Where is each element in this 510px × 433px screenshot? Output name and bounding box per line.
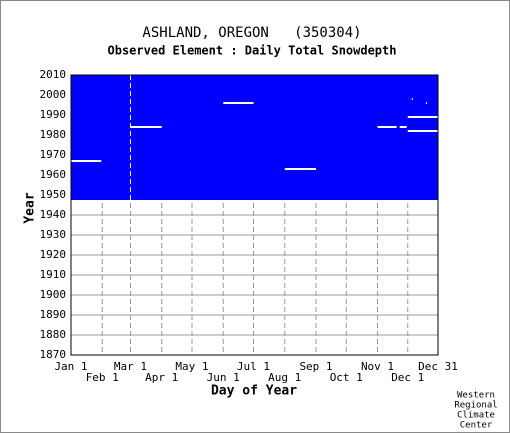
data-gap [425, 102, 427, 104]
y-tick-label: 1940 [40, 208, 67, 221]
y-tick-label: 1910 [40, 268, 67, 281]
data-gap [130, 126, 162, 128]
y-tick-label: 1870 [40, 348, 67, 361]
y-tick-label: 1980 [40, 128, 67, 141]
x-tick-label: Nov 1 [361, 360, 394, 373]
footer-line: Western [457, 391, 495, 401]
data-gap [407, 116, 438, 118]
x-tick-label: Jul 1 [237, 360, 270, 373]
y-tick-label: 1950 [40, 188, 67, 201]
plot-frame [70, 74, 439, 356]
data-gap [407, 130, 438, 132]
x-tick-label: Aug 1 [268, 371, 301, 384]
y-tick-label: 1880 [40, 328, 67, 341]
y-tick-label: 1960 [40, 168, 67, 181]
y-tick-label: 2010 [40, 68, 67, 81]
y-axis-label: Year [23, 192, 38, 223]
y-tick-label: 1990 [40, 108, 67, 121]
data-gap [377, 126, 397, 128]
x-tick-label: Dec 31 [418, 360, 458, 373]
footer-line: Center [460, 421, 493, 431]
chart-subtitle: Observed Element : Daily Total Snowdepth [108, 44, 397, 58]
data-gap [284, 168, 317, 170]
y-tick-label: 1890 [40, 308, 67, 321]
data-gap [223, 102, 254, 104]
x-tick-label: Dec 1 [391, 371, 424, 384]
footer-line: Regional [454, 401, 497, 411]
data-coverage [71, 75, 438, 200]
x-axis-label: Day of Year [211, 384, 297, 399]
x-tick-label: May 1 [175, 360, 208, 373]
x-tick-label: Mar 1 [114, 360, 147, 373]
y-tick-label: 1930 [40, 228, 67, 241]
x-tick-label: Sep 1 [299, 360, 332, 373]
x-tick-label: Apr 1 [145, 371, 178, 384]
y-tick-label: 1920 [40, 248, 67, 261]
y-tick-label: 2000 [40, 88, 67, 101]
x-tick-label: Oct 1 [330, 371, 363, 384]
data-gap [411, 98, 413, 100]
footer-line: Climate [457, 411, 495, 421]
data-gap [399, 126, 407, 128]
x-tick-label: Jun 1 [207, 371, 240, 384]
chart-title: ASHLAND, OREGON (350304) [142, 25, 361, 41]
y-tick-label: 1900 [40, 288, 67, 301]
x-tick-label: Feb 1 [86, 371, 119, 384]
y-tick-label: 1970 [40, 148, 67, 161]
data-gap [71, 160, 102, 162]
x-tick-label: Jan 1 [54, 360, 87, 373]
